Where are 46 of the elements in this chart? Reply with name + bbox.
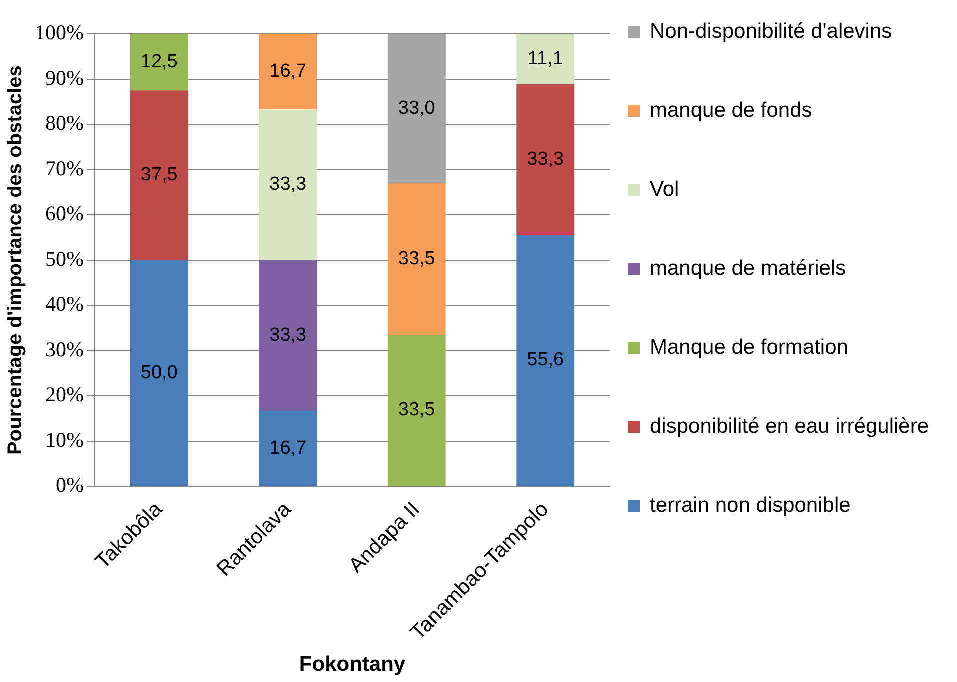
bar — [388, 334, 446, 486]
data-label: 33,5 — [398, 248, 436, 270]
bar — [130, 260, 188, 486]
y-tick-label: 0% — [56, 473, 84, 498]
legend-label: terrain non disponible — [650, 494, 851, 518]
y-tick-label: 30% — [45, 337, 84, 362]
bar — [259, 34, 318, 110]
y-axis-title: Pourcentage d'importance des obstacles — [4, 66, 27, 455]
legend-label: manque de matériels — [650, 257, 846, 281]
y-tick-label: 100% — [34, 20, 84, 45]
y-tick-label: 90% — [45, 66, 84, 90]
bar — [130, 34, 188, 91]
legend-label: Manque de formation — [650, 336, 848, 360]
bar — [516, 84, 575, 235]
legend-label: manque de fonds — [650, 99, 812, 123]
legend-label: Non-disponibilité d'alevins — [650, 20, 892, 44]
bar — [259, 410, 318, 486]
data-label: 50,0 — [140, 362, 178, 384]
data-label: 55,6 — [527, 350, 564, 371]
data-label: 33,3 — [527, 148, 564, 170]
data-label: 37,5 — [140, 164, 178, 186]
y-tick-label: 10% — [45, 428, 84, 452]
bar — [388, 34, 446, 184]
x-axis-title: Fokontany — [299, 653, 406, 676]
y-tick-label: 70% — [45, 156, 84, 180]
bar — [516, 34, 575, 84]
y-tick-label: 20% — [45, 382, 84, 407]
bar — [516, 234, 575, 486]
data-label: 33,3 — [270, 324, 307, 346]
data-label: 33,5 — [398, 400, 436, 421]
y-tick-label: 60% — [45, 202, 84, 226]
data-label: 33,0 — [398, 98, 436, 119]
data-label: 16,7 — [270, 438, 307, 459]
y-tick-label: 80% — [45, 111, 84, 136]
legend-label: disponibilité en eau irrégulière — [650, 415, 930, 439]
data-label: 16,7 — [270, 61, 307, 82]
y-tick-label: 40% — [45, 292, 84, 316]
bar — [388, 183, 446, 335]
bar — [259, 110, 318, 260]
bar — [259, 260, 318, 411]
data-label: 33,3 — [270, 174, 307, 196]
data-label: 12,5 — [140, 52, 178, 73]
legend-label: Vol — [650, 178, 680, 202]
bar — [130, 90, 188, 260]
data-label: 11,1 — [528, 48, 564, 70]
y-tick-label: 50% — [45, 246, 84, 271]
